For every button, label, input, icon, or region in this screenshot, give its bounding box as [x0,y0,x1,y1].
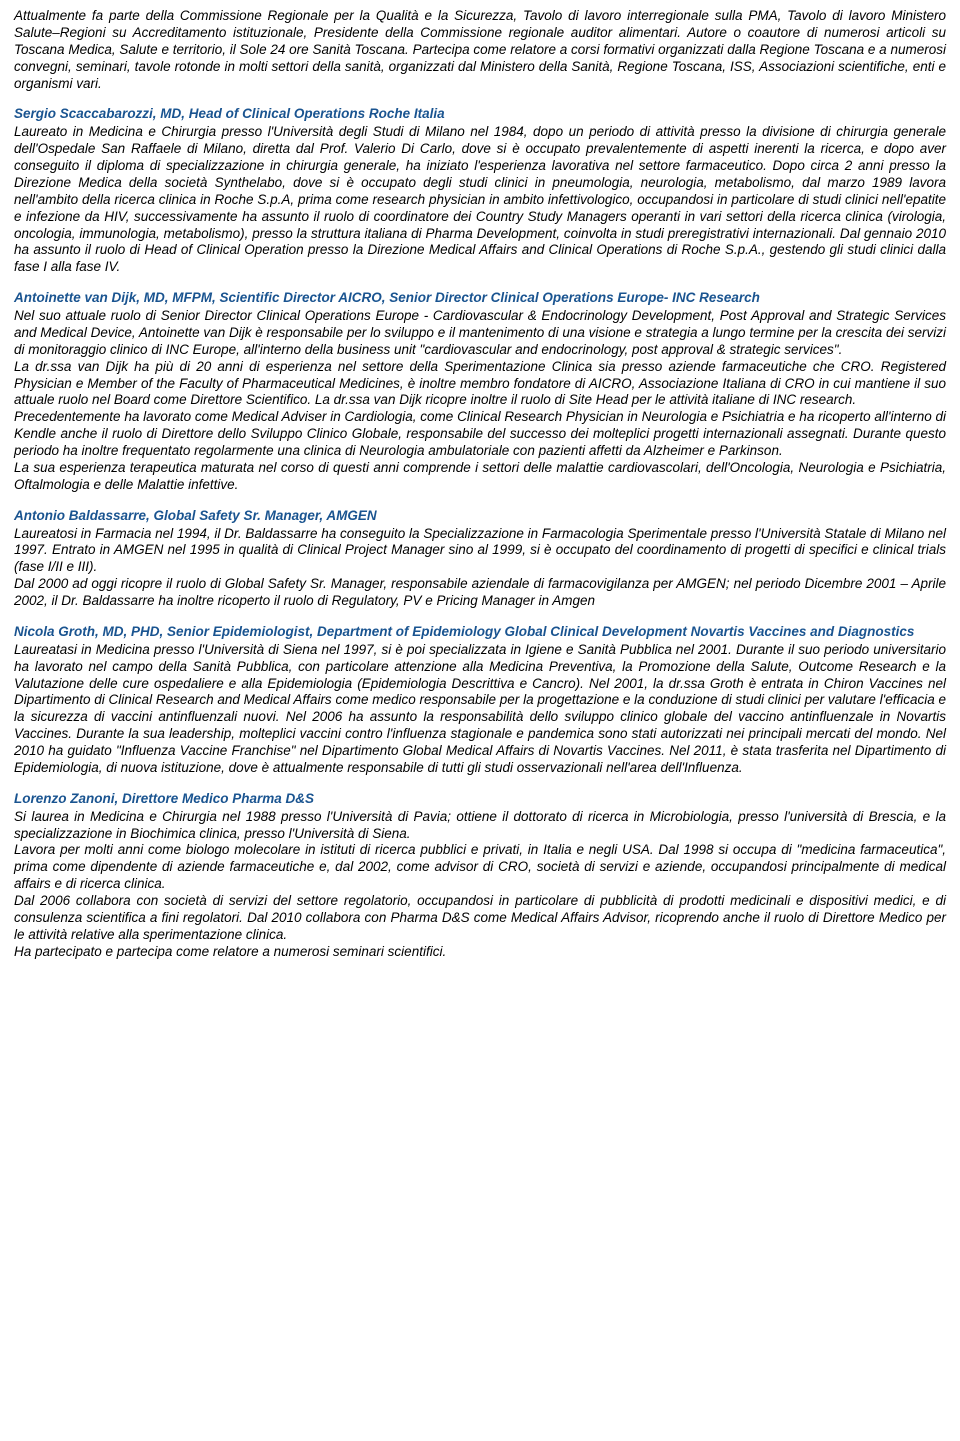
baldassarre-p2: Dal 2000 ad oggi ricopre il ruolo di Glo… [14,576,946,610]
baldassarre-section: Antonio Baldassarre, Global Safety Sr. M… [14,508,946,610]
scaccabarozzi-heading: Sergio Scaccabarozzi, MD, Head of Clinic… [14,106,946,123]
zanoni-p1: Si laurea in Medicina e Chirurgia nel 19… [14,809,946,843]
zanoni-p4: Ha partecipato e partecipa come relatore… [14,944,946,961]
vandijk-section: Antoinette van Dijk, MD, MFPM, Scientifi… [14,290,946,494]
zanoni-p3: Dal 2006 collabora con società di serviz… [14,893,946,944]
vandijk-p4: La sua esperienza terapeutica maturata n… [14,460,946,494]
vandijk-p3: Precedentemente ha lavorato come Medical… [14,409,946,460]
groth-section: Nicola Groth, MD, PHD, Senior Epidemiolo… [14,624,946,777]
groth-heading: Nicola Groth, MD, PHD, Senior Epidemiolo… [14,624,946,641]
vandijk-heading: Antoinette van Dijk, MD, MFPM, Scientifi… [14,290,946,307]
scaccabarozzi-p1: Laureato in Medicina e Chirurgia presso … [14,124,946,276]
vandijk-p2: La dr.ssa van Dijk ha più di 20 anni di … [14,359,946,410]
zanoni-section: Lorenzo Zanoni, Direttore Medico Pharma … [14,791,946,961]
vandijk-p1: Nel suo attuale ruolo di Senior Director… [14,308,946,359]
zanoni-heading: Lorenzo Zanoni, Direttore Medico Pharma … [14,791,946,808]
scaccabarozzi-section: Sergio Scaccabarozzi, MD, Head of Clinic… [14,106,946,276]
baldassarre-heading: Antonio Baldassarre, Global Safety Sr. M… [14,508,946,525]
zanoni-p2: Lavora per molti anni come biologo molec… [14,842,946,893]
intro-paragraph: Attualmente fa parte della Commissione R… [14,8,946,92]
intro-section: Attualmente fa parte della Commissione R… [14,8,946,92]
baldassarre-p1: Laureatosi in Farmacia nel 1994, il Dr. … [14,526,946,577]
groth-p1: Laureatasi in Medicina presso l'Universi… [14,642,946,777]
